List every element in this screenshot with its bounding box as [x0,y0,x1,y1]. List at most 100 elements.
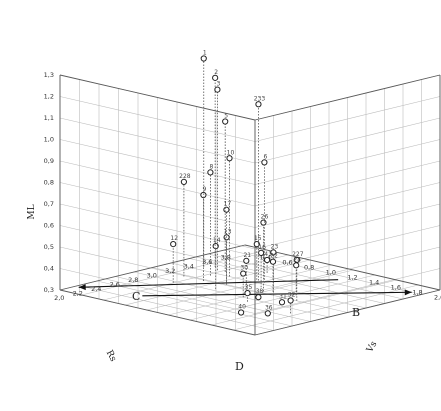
z-axis-label: ML [27,204,37,219]
data-point [240,270,247,277]
floor-axes [78,279,412,297]
point-label: 12 [170,235,178,242]
data-point [214,86,221,93]
y-tick-label: 1,0 [326,269,336,277]
point-label: 31 [279,293,287,300]
data-point [207,169,214,176]
divider-arrow-c [78,279,339,288]
point-label: 227 [292,251,304,258]
z-tick-label: 0,6 [44,222,54,230]
grid-line [254,117,441,164]
point-label: 1 [203,50,207,57]
data-point [244,290,251,297]
data-point [200,55,207,62]
x-tick-label: 3,8 [221,253,231,261]
grid-line [254,182,441,228]
point-label: 15 [254,235,262,242]
x-tick-label: 3,6 [202,258,212,266]
data-point [293,262,300,269]
x-tick-label: 2,6 [110,280,120,288]
grid-line [59,117,256,164]
y-tick-label: 0,8 [304,264,314,272]
points-layer: 3236403135227303823242226211416136151712… [170,50,304,317]
grid-line [78,285,274,331]
data-point [238,309,245,316]
z-tick-label: 0,7 [44,200,54,208]
x-tick-label: 3,0 [147,271,157,279]
box-edge [244,244,441,291]
point-label: 32 [288,292,296,299]
box-edge [59,74,256,121]
point-label: 40 [238,304,246,311]
data-point [243,257,250,264]
grid-line [59,182,256,228]
point-label: 10 [227,149,235,156]
y-tick-label: 1,2 [347,274,357,282]
data-point [270,249,277,256]
point-label: 26 [261,214,269,221]
grid-line [124,259,311,306]
data-point [287,297,294,304]
data-point [226,155,233,162]
z-tick-label: 0,8 [44,179,54,187]
quadrant-label-b: B [352,306,360,319]
grid-line [254,96,441,142]
data-point [253,241,260,248]
point-label: 9 [202,186,206,193]
z-tick-label: 1,3 [44,71,54,79]
point-label: 8 [209,163,213,170]
grid-line [189,274,376,321]
box-edge [254,289,441,336]
z-tick-label: 1,0 [44,136,54,144]
point-label: 21 [243,252,251,259]
grid-line [59,246,256,293]
point-label: 3 [216,81,220,88]
point-label: 2 [214,69,218,76]
y-tick-label: 1,4 [369,279,379,287]
point-label: 23 [271,243,279,250]
z-tick-label: 1,1 [44,114,54,122]
point-label: 228 [179,173,191,180]
point-label: 41 [264,251,272,258]
x-tick-label: 2,4 [91,285,101,293]
divider-arrow-c-head [78,284,86,291]
quadrant-label-c: C [132,290,140,303]
quadrant-label-d: D [235,360,244,373]
y-tick-label: 1,6 [391,284,401,292]
x-tick-label: 3,2 [165,267,175,275]
point-label: 5 [224,113,228,120]
point-label: 22 [270,253,278,260]
z-tick-label: 1,2 [44,93,54,101]
grid-line [115,276,311,322]
grid-line [59,225,256,271]
data-point [261,159,268,166]
grid-line [254,139,441,185]
divider-arrow-d [142,291,412,297]
data-point [212,74,219,81]
point-label: 24 [293,256,301,263]
data-point [264,310,271,317]
point-label: 17 [224,201,232,208]
z-tick-label: 0,4 [44,265,54,273]
grid-line [170,262,367,309]
data-point [269,258,277,265]
grid-line [103,254,289,301]
data-point [264,256,271,264]
data-point [180,178,187,185]
grid-line [168,269,354,316]
data-point [278,299,286,306]
x-tick-label: 2,0 [54,294,64,302]
x-tick-label: 3,4 [184,262,194,270]
data-point [258,249,265,256]
grid-line [226,249,422,295]
y-axis-label: Vs [365,339,380,355]
grid-line [59,203,256,250]
point-label: 38 [256,288,264,295]
divider-arrow-d-head [404,289,412,296]
box-edge [59,289,256,336]
grid-layer [59,74,441,336]
y-tick-label: 1,8 [412,289,422,297]
grid-line [59,96,256,142]
data-point [222,118,229,125]
